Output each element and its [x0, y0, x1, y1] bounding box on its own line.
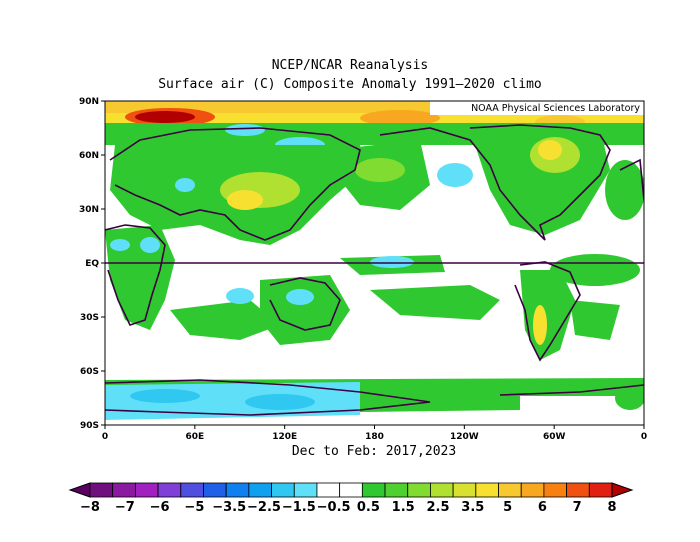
- colorbar-label: 2.5: [426, 500, 449, 515]
- lat-tick-label: 90S: [80, 421, 99, 431]
- lon-tick-label: 0: [641, 432, 647, 442]
- longitude-axis: 0 60E 120E 180 120W 60W 0: [102, 425, 647, 442]
- date-range-label: Dec to Feb: 2017,2023: [291, 444, 457, 459]
- lat-tick-label: 30S: [80, 313, 99, 323]
- colorbar-swatch: [89, 482, 114, 498]
- chart-subtitle: Surface air (C) Composite Anomaly 1991–2…: [158, 77, 542, 92]
- colorbar-swatch: [498, 482, 522, 498]
- colorbar-label: 8: [607, 500, 616, 515]
- colorbar-swatch: [430, 482, 454, 498]
- colorbar-swatch: [203, 482, 227, 498]
- colorbar-label: 0.5: [357, 500, 380, 515]
- colorbar-swatch: [157, 482, 182, 498]
- lat-tick-label: 90N: [79, 97, 99, 107]
- lon-tick-label: 0: [102, 432, 108, 442]
- south-america-anomaly-region: [520, 270, 575, 360]
- colorbar-swatch: [134, 482, 159, 498]
- colorbar-swatch: [271, 482, 295, 498]
- colorbar-label: −0.5: [317, 500, 351, 515]
- lon-tick-label: 120E: [272, 432, 297, 442]
- colorbar-swatch: [112, 482, 136, 498]
- lat-tick-label: 60N: [79, 151, 99, 161]
- colorbar-label: −8: [80, 500, 100, 515]
- colorbar-swatch: [225, 482, 250, 498]
- colorbar-swatch: [452, 482, 477, 498]
- colorbar-label: 6: [538, 500, 547, 515]
- chart-title: NCEP/NCAR Reanalysis: [271, 58, 429, 73]
- colorbar-label: −2.5: [247, 500, 281, 515]
- lat-tick-label: 30N: [79, 205, 99, 215]
- lon-tick-label: 60E: [185, 432, 204, 442]
- credit-box: [430, 101, 644, 115]
- lon-tick-label: 60W: [543, 432, 566, 442]
- lon-tick-label: 180: [365, 432, 384, 442]
- colorbar-label: −5: [184, 500, 204, 515]
- colorbar-swatch: [543, 482, 568, 498]
- colorbar-swatch: [588, 482, 613, 498]
- map-plot-area: NOAA Physical Sciences Laboratory: [105, 101, 644, 425]
- lat-tick-label: EQ: [85, 259, 99, 269]
- coastlines: [105, 124, 644, 416]
- colorbar-swatch: [361, 482, 386, 498]
- colorbar-swatch: [293, 482, 318, 498]
- colorbar-label: −3.5: [212, 500, 246, 515]
- colorbar-label: 7: [573, 500, 582, 515]
- colorbar-swatch: [520, 482, 545, 498]
- colorbar-label: 1.5: [392, 500, 415, 515]
- credit-text: NOAA Physical Sciences Laboratory: [471, 103, 640, 114]
- colorbar-swatch: [384, 482, 409, 498]
- colorbar-label: −7: [115, 500, 135, 515]
- colorbar-swatch: [475, 482, 499, 498]
- colorbar-label: 5: [503, 500, 512, 515]
- lat-tick-label: 60S: [80, 367, 99, 377]
- colorbar-label: −1.5: [282, 500, 316, 515]
- colorbar-label: −6: [150, 500, 170, 515]
- colorbar: −8 −7 −6 −5 −3.5 −2.5 −1.5 −0.5 0.5 1.5 2.5 3.5 5 6 7 8: [68, 482, 634, 515]
- lon-tick-label: 120W: [450, 432, 479, 442]
- colorbar-label: 3.5: [461, 500, 484, 515]
- colorbar-swatch: [248, 482, 272, 498]
- colorbar-swatch: [407, 482, 431, 498]
- pacific-nw-cool-anomaly: [437, 163, 473, 187]
- colorbar-swatch: [316, 482, 341, 498]
- colorbar-swatch: [180, 482, 204, 498]
- latitude-axis: 90N 60N 30N EQ 30S 60S 90S: [79, 97, 105, 431]
- colorbar-swatch: [566, 482, 590, 498]
- colorbar-max-arrow: [611, 482, 634, 498]
- colorbar-swatch: [339, 482, 363, 498]
- colorbar-min-arrow: [68, 482, 91, 498]
